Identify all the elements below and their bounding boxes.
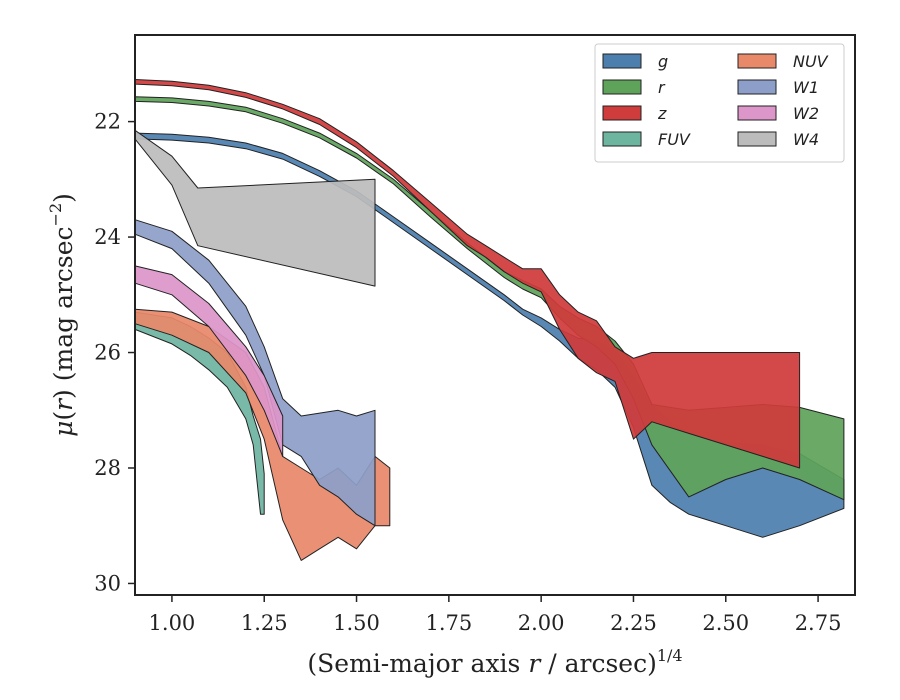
legend-box xyxy=(594,43,845,163)
legend-item-g: g xyxy=(602,52,668,71)
legend-swatch xyxy=(602,131,642,147)
legend-label: r xyxy=(658,78,666,97)
y-tick-label: 22 xyxy=(94,110,121,134)
x-tick-label: 2.50 xyxy=(702,611,749,635)
legend-label: g xyxy=(658,52,668,71)
legend-label: W2 xyxy=(793,104,819,123)
area-w4 xyxy=(134,129,376,287)
area-w2 xyxy=(134,265,284,457)
y-tick-label: 26 xyxy=(94,341,121,365)
legend-label: NUV xyxy=(793,52,829,71)
y-tick-label: 28 xyxy=(94,456,121,480)
legend-swatch xyxy=(602,79,642,95)
x-tick-label: 1.75 xyxy=(425,611,472,635)
x-tick-label: 1.25 xyxy=(241,611,288,635)
series-areas xyxy=(134,79,845,561)
area-w1 xyxy=(134,219,376,527)
legend-label: z xyxy=(657,104,667,123)
legend-label: FUV xyxy=(658,130,691,149)
area-z xyxy=(134,79,801,469)
legend-item-w1: W1 xyxy=(737,78,819,97)
legend-swatch xyxy=(602,53,642,69)
x-tick-label: 1.50 xyxy=(333,611,380,635)
legend-label: W1 xyxy=(793,78,819,97)
legend: grz FUV NUV W1 W2 W4 xyxy=(594,43,845,163)
legend-swatch xyxy=(737,105,777,121)
legend-label: W4 xyxy=(793,130,819,149)
legend-item-fuv: FUV xyxy=(602,130,691,149)
legend-item-w4: W4 xyxy=(737,130,819,149)
legend-item-r: r xyxy=(602,78,666,97)
legend-swatch xyxy=(737,53,777,69)
legend-item-nuv: NUV xyxy=(737,52,829,71)
y-tick-label: 30 xyxy=(94,571,121,595)
plot-frame xyxy=(134,34,856,596)
y-axis-ticks: 22 24 26 28 30 xyxy=(94,110,135,595)
x-tick-label: 2.00 xyxy=(518,611,565,635)
x-tick-label: 2.75 xyxy=(795,611,842,635)
legend-item-w2: W2 xyxy=(737,104,819,123)
x-axis-ticks: 1.00 1.25 1.50 1.75 2.00 2.25 2.50 2.75 xyxy=(149,595,842,635)
legend-swatch xyxy=(602,105,642,121)
y-tick-label: 24 xyxy=(94,225,121,249)
legend-swatch xyxy=(737,131,777,147)
legend-swatch xyxy=(737,79,777,95)
x-tick-label: 1.00 xyxy=(149,611,196,635)
legend-item-z: z xyxy=(602,104,667,123)
y-axis-label: μ(r) (mag arcsec−2) xyxy=(46,193,78,437)
x-axis-label: (Semi-major axis r / arcsec)1/4 xyxy=(307,646,682,678)
x-tick-label: 2.25 xyxy=(610,611,657,635)
